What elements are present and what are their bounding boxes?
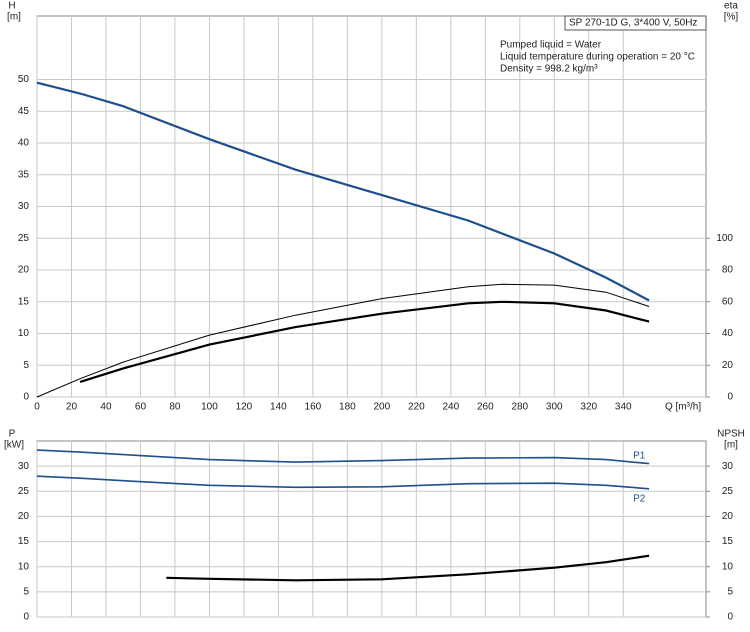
x-tick-label: 220 [408,402,425,413]
info-text: Density = 998.2 kg/m³ [500,64,598,75]
y-axis-unit: [kW] [4,440,24,451]
curve [166,554,650,582]
info-text: SP 270-1D G, 3*400 V, 50Hz [569,18,697,29]
y-tick-label: 5 [23,586,29,597]
y2-axis-label: NPSH [717,429,745,440]
y-tick-label: 20 [18,265,30,276]
y-tick-label: 10 [18,561,30,572]
curve [79,300,650,383]
x-tick-label: 320 [580,402,597,413]
y-tick-label: 15 [18,296,30,307]
plot-frame [36,440,707,618]
x-tick-label: 340 [615,402,632,413]
x-tick-label: 260 [477,402,494,413]
y2-tick-label: 5 [727,586,733,597]
y2-tick-label: 80 [722,265,734,276]
curve [36,475,650,490]
y-tick-label: 35 [18,169,30,180]
y-axis-unit: [m] [7,12,21,23]
y-axis-label: H [8,1,15,12]
y-tick-label: 40 [18,138,30,149]
x-tick-label: 20 [66,402,78,413]
x-tick-label: 240 [442,402,459,413]
y2-tick-label: 15 [722,536,734,547]
y2-tick-label: 20 [722,511,734,522]
x-tick-label: 160 [305,402,322,413]
x-tick-label: 0 [34,402,40,413]
info-text: Pumped liquid = Water [500,40,602,51]
y2-tick-label: 20 [722,360,734,371]
y-tick-label: 0 [23,392,29,403]
x-tick-label: 280 [511,402,528,413]
x-tick-label: 300 [546,402,563,413]
y2-tick-label: 40 [722,328,734,339]
y-axis-label: P [9,429,16,440]
y-tick-label: 0 [23,612,29,623]
x-tick-label: 40 [100,402,112,413]
y2-axis-label: eta [724,1,738,12]
y-tick-label: 15 [18,536,30,547]
y-tick-label: 20 [18,511,30,522]
curve [36,81,650,302]
x-tick-label: 120 [236,402,253,413]
x-tick-label: 80 [169,402,181,413]
series-label: P1 [633,450,646,461]
info-text: Liquid temperature during operation = 20… [500,52,695,63]
y-tick-label: 25 [18,486,30,497]
y-tick-label: 50 [18,74,30,85]
x-tick-label: 100 [201,402,218,413]
y2-tick-label: 100 [716,233,733,244]
y2-tick-label: 30 [722,461,734,472]
y2-axis-unit: [%] [724,12,739,23]
y2-tick-label: 0 [727,612,733,623]
y-tick-label: 10 [18,328,30,339]
curve [36,449,650,465]
y2-tick-label: 60 [722,296,734,307]
y-tick-label: 45 [18,106,30,117]
info-box [564,15,707,31]
x-tick-label: 180 [339,402,356,413]
y-tick-label: 30 [18,461,30,472]
y2-tick-label: 25 [722,486,734,497]
x-axis-label: Q [m³/h] [665,402,701,413]
y-tick-label: 25 [18,233,30,244]
x-tick-label: 140 [270,402,287,413]
curve [36,283,650,398]
y2-tick-label: 0 [727,392,733,403]
y2-tick-label: 10 [722,561,734,572]
x-tick-label: 60 [135,402,147,413]
y2-axis-unit: [m] [724,440,738,451]
y-tick-label: 30 [18,201,30,212]
series-label: P2 [633,493,646,504]
x-tick-label: 200 [374,402,391,413]
y-tick-label: 5 [23,360,29,371]
